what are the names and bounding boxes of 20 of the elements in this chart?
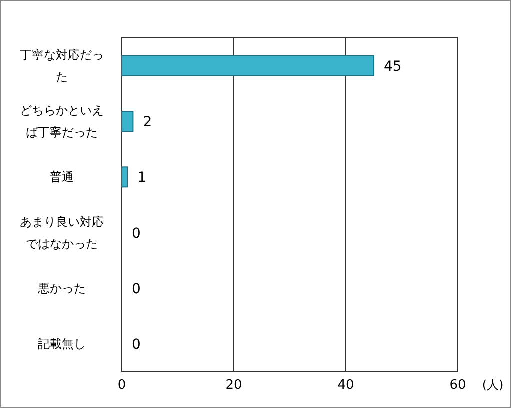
y-tick-label: 丁寧な対応だった [20,48,104,84]
bar [122,55,374,76]
bar [122,111,134,132]
data-label: 45 [384,58,402,75]
x-axis-title: (人) [482,378,504,392]
data-label: 0 [132,226,141,242]
data-label: 1 [138,170,147,186]
bar [122,166,128,188]
y-tick-label: どちらかといえば丁寧だった [20,104,104,140]
y-tick-label: 普通 [50,170,74,184]
data-label: 0 [132,337,141,354]
x-tick-label: 0 [118,378,126,393]
y-tick-label: あまり良い対応ではなかった [20,214,104,251]
x-tick-label: 60 [450,378,466,393]
y-tick-label: 記載無し [38,337,86,352]
data-label: 2 [143,114,152,130]
data-label: 0 [132,282,141,298]
x-tick-label: 40 [338,378,354,393]
y-tick-label: 悪かった [37,282,86,296]
x-tick-label: 20 [226,378,242,393]
